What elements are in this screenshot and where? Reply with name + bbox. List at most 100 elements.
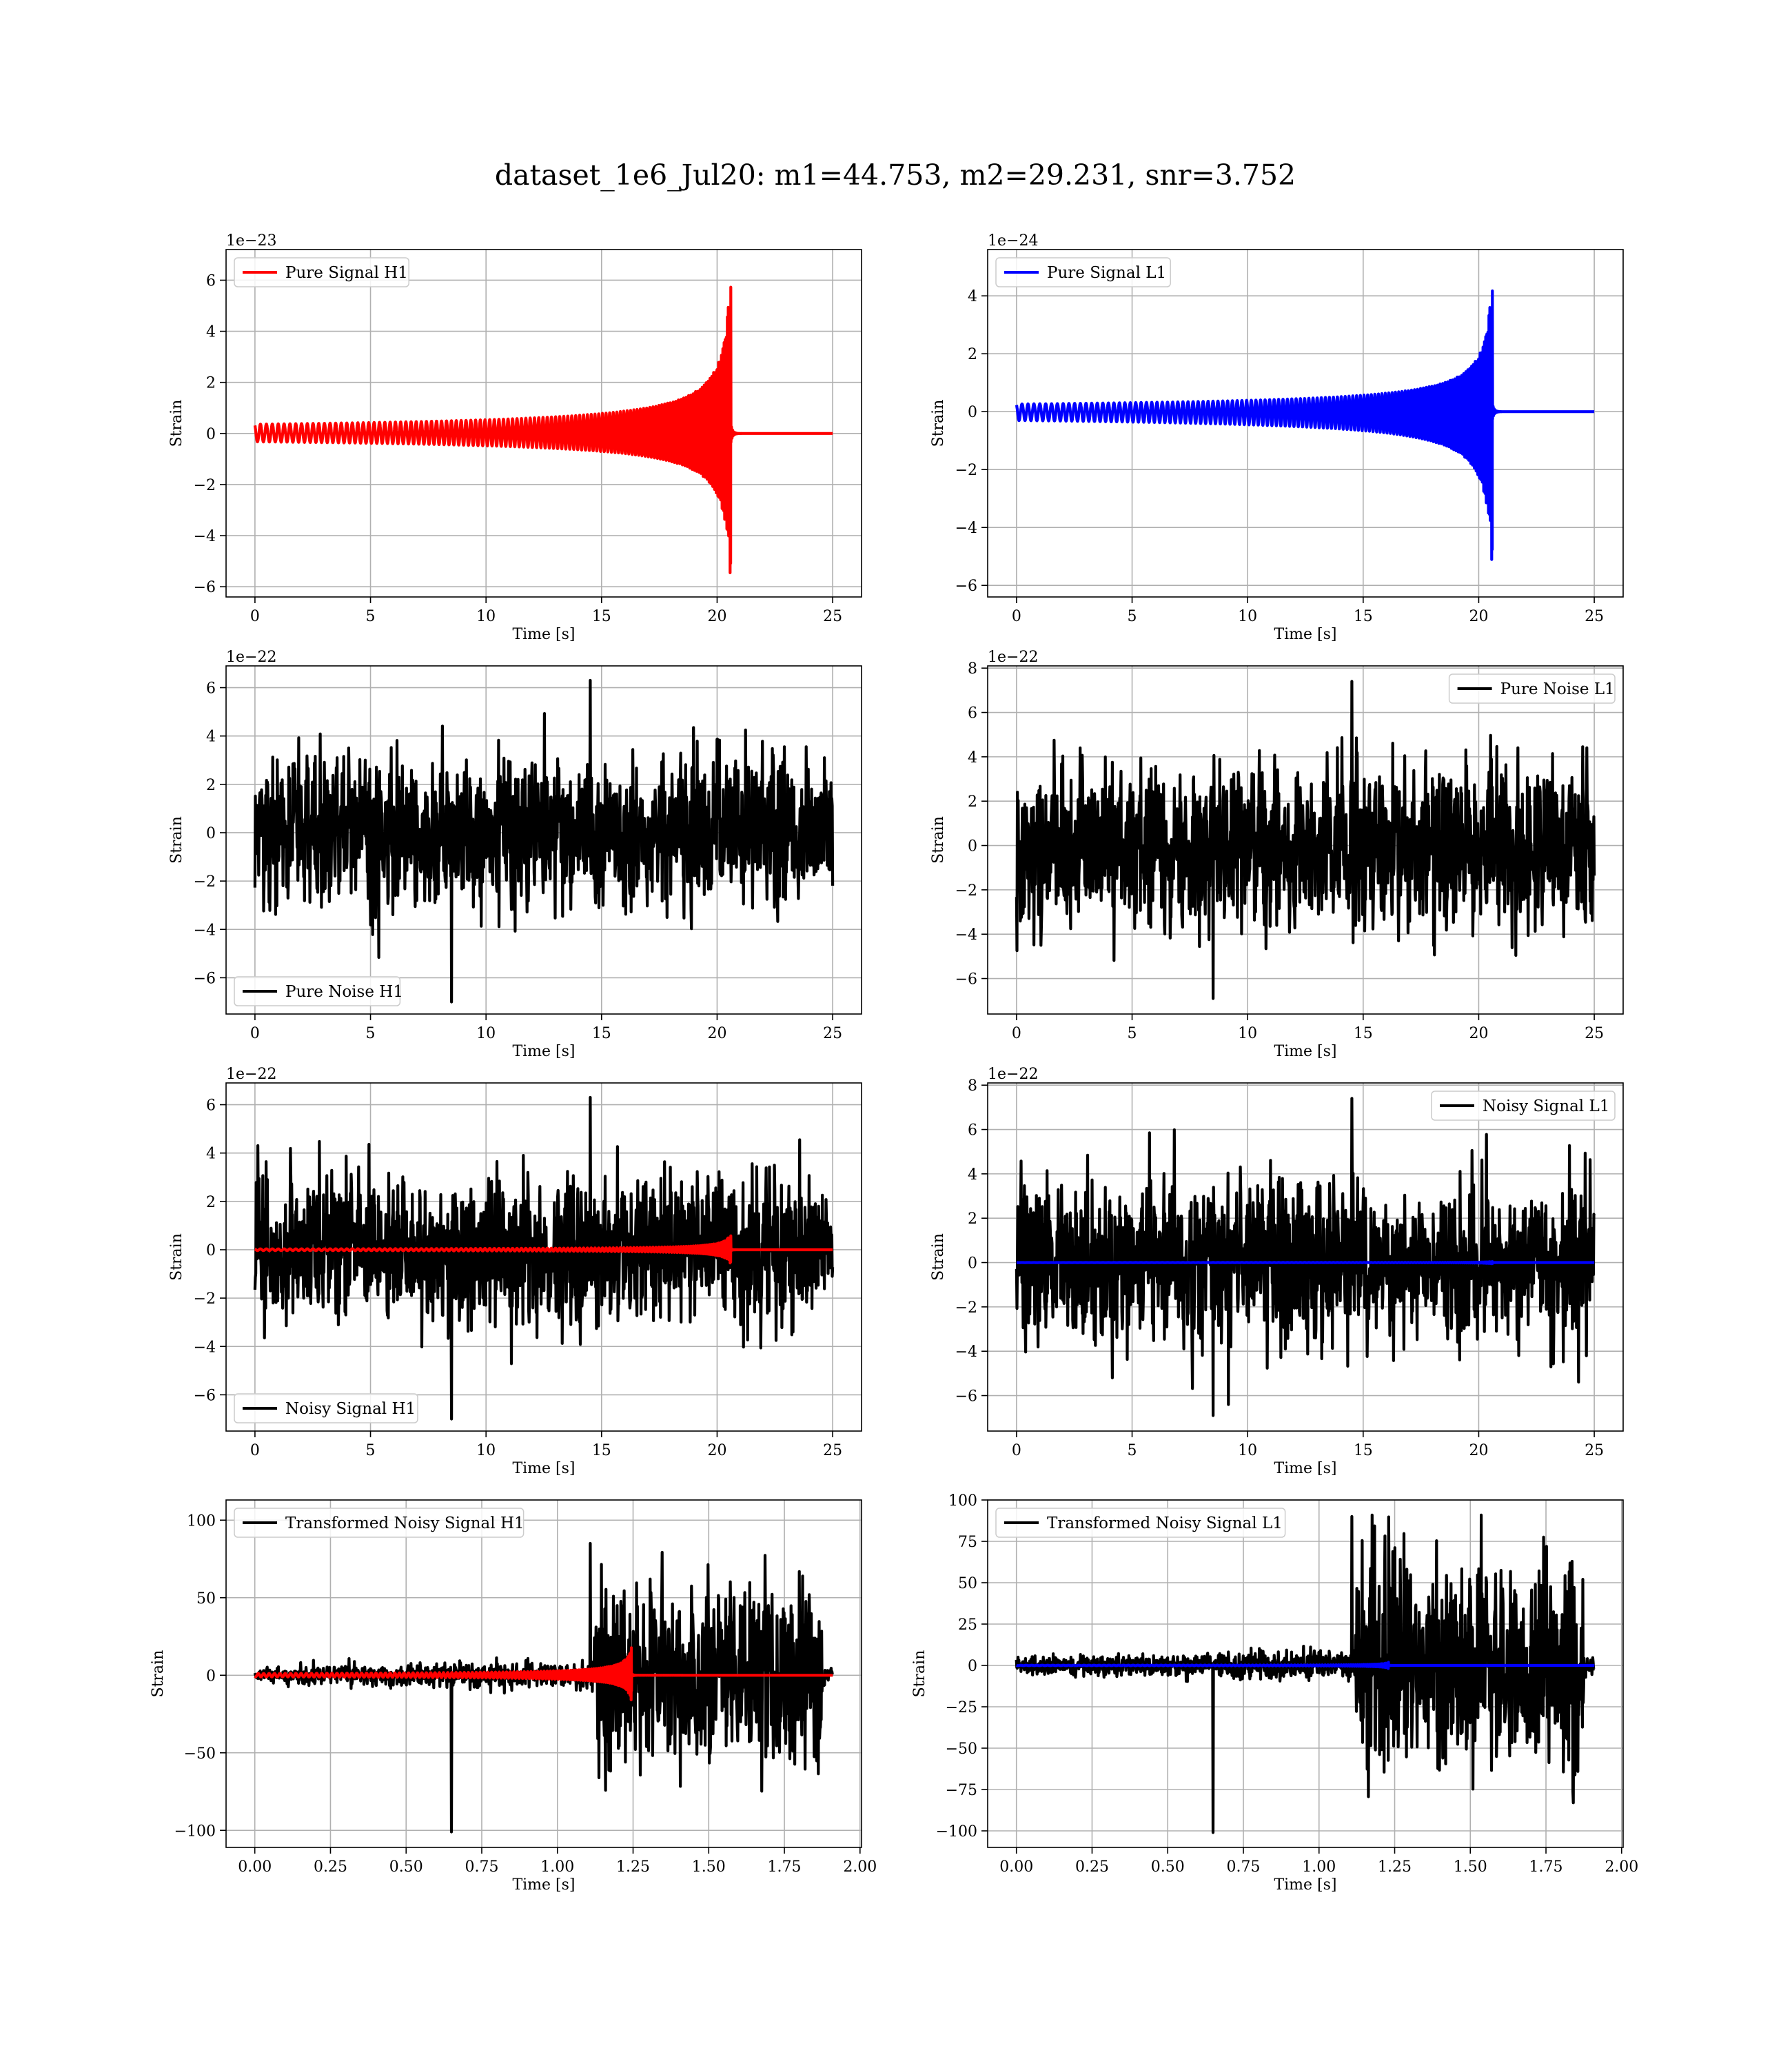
y-axis: −6 −4 −2 0 2 4 6 xyxy=(194,680,226,987)
x-tick-label: 10 xyxy=(476,1025,496,1042)
y-tick-label: 0 xyxy=(968,838,977,855)
x-axis-label: Time [s] xyxy=(1274,1460,1336,1477)
y-tick-label: 8 xyxy=(968,660,977,678)
y-tick-label: 8 xyxy=(968,1077,977,1095)
x-axis: 0.00 0.25 0.50 0.75 1.00 1.25 1.50 1.75 2.00 xyxy=(238,1847,877,1876)
x-axis: 0 5 10 15 20 25 xyxy=(1012,1431,1604,1459)
y-tick-label: −4 xyxy=(955,926,977,944)
x-axis: 0 5 10 15 20 25 xyxy=(1012,597,1604,625)
y-tick-label: 4 xyxy=(206,1146,216,1163)
y-axis: −6 −4 −2 0 2 4 6 xyxy=(194,272,226,596)
x-tick-label: 15 xyxy=(1354,608,1373,625)
x-axis-label: Time [s] xyxy=(512,1876,575,1894)
y-tick-label: −75 xyxy=(946,1782,977,1799)
y-axis-label: Strain xyxy=(930,1233,947,1281)
y-tick-label: 2 xyxy=(968,1210,977,1228)
y-tick-label: 2 xyxy=(968,793,977,811)
y-offset-text: 1e−23 xyxy=(226,232,276,250)
x-tick-label: 10 xyxy=(476,608,496,625)
y-tick-label: −6 xyxy=(194,1387,216,1404)
legend: Pure Signal H1 xyxy=(234,257,409,287)
chart-panel-1: 0 5 10 15 20 25 −6 −4 −2 0 2 4 6 Time [s] Strain 1e−23 P… xyxy=(168,232,862,643)
x-tick-label: 1.25 xyxy=(1378,1858,1412,1876)
x-tick-label: 25 xyxy=(1585,1025,1604,1042)
legend-label: Transformed Noisy Signal L1 xyxy=(1047,1514,1283,1532)
y-tick-label: −2 xyxy=(955,462,977,479)
x-tick-label: 1.50 xyxy=(1454,1858,1487,1876)
x-axis: 0 5 10 15 20 25 xyxy=(1012,1014,1604,1042)
legend-label: Noisy Signal H1 xyxy=(285,1400,416,1418)
x-axis: 0 5 10 15 20 25 xyxy=(250,1431,842,1459)
x-axis-label: Time [s] xyxy=(512,1043,575,1060)
y-tick-label: 4 xyxy=(206,729,216,746)
x-tick-label: 5 xyxy=(366,1442,376,1459)
y-tick-label: 50 xyxy=(958,1575,977,1592)
legend-box xyxy=(234,976,401,1006)
series-line-1 xyxy=(1015,1513,1596,1834)
y-tick-label: 50 xyxy=(196,1590,216,1608)
y-tick-label: −6 xyxy=(955,1388,977,1406)
x-tick-label: 20 xyxy=(707,1442,726,1459)
x-tick-label: 0 xyxy=(250,1442,260,1459)
chart-panel-3: 0 5 10 15 20 25 −6 −4 −2 0 2 4 6 Time [s] Strain 1e−22 P… xyxy=(168,649,862,1060)
series-line-1 xyxy=(1015,289,1596,561)
x-axis: 0 5 10 15 20 25 xyxy=(250,1014,842,1042)
axes-frame xyxy=(987,1499,1624,1848)
x-tick-label: 0 xyxy=(250,1025,260,1042)
y-offset-text: 1e−22 xyxy=(226,649,276,666)
x-tick-label: 2.00 xyxy=(843,1858,877,1876)
legend-box xyxy=(234,1508,525,1538)
y-axis: −100 −75 −50 −25 0 25 50 75 100 xyxy=(936,1492,988,1841)
legend: Pure Noise L1 xyxy=(1448,673,1616,704)
x-tick-label: 5 xyxy=(1128,1442,1137,1459)
x-axis-label: Time [s] xyxy=(512,626,575,643)
y-axis: −100 −50 0 50 100 xyxy=(174,1512,226,1840)
x-tick-label: 25 xyxy=(1585,1442,1604,1459)
y-tick-label: 6 xyxy=(206,1097,216,1115)
legend: Pure Noise H1 xyxy=(234,976,403,1006)
plot-area xyxy=(1015,680,1596,1000)
x-tick-label: 5 xyxy=(1128,1025,1137,1042)
legend: Transformed Noisy Signal H1 xyxy=(234,1508,525,1538)
y-axis-label: Strain xyxy=(930,816,947,864)
x-tick-label: 1.00 xyxy=(540,1858,574,1876)
chart-panel-6: 0 5 10 15 20 25 −6 −4 −2 0 2 4 6 8 Time [s] Strain 1e−22… xyxy=(930,1066,1624,1477)
legend-box xyxy=(1431,1091,1616,1121)
y-tick-label: 6 xyxy=(968,705,977,722)
plot-area xyxy=(253,678,835,1004)
legend-label: Pure Signal H1 xyxy=(285,264,408,282)
axes-frame xyxy=(987,665,1624,1015)
chart-panel-8: 0.00 0.25 0.50 0.75 1.00 1.25 1.50 1.75 2.00 −100… xyxy=(911,1492,1638,1894)
x-tick-label: 20 xyxy=(707,608,726,625)
x-tick-label: 0.75 xyxy=(1227,1858,1261,1876)
y-tick-label: −6 xyxy=(194,579,216,596)
y-tick-label: 2 xyxy=(206,1194,216,1211)
x-tick-label: 1.50 xyxy=(692,1858,726,1876)
chart-panel-7: 0.00 0.25 0.50 0.75 1.00 1.25 1.50 1.75 2.00 −100… xyxy=(150,1499,877,1894)
y-tick-label: −100 xyxy=(936,1823,977,1841)
y-tick-label: −2 xyxy=(194,873,216,891)
x-tick-label: 1.75 xyxy=(1529,1858,1563,1876)
x-tick-label: 10 xyxy=(1238,608,1257,625)
chart-panel-5: 0 5 10 15 20 25 −6 −4 −2 0 2 4 6 Time [s] Strain 1e−22 N… xyxy=(168,1066,862,1477)
y-tick-label: 75 xyxy=(958,1534,977,1551)
y-tick-label: −2 xyxy=(194,1290,216,1308)
y-tick-label: −4 xyxy=(194,528,216,545)
y-tick-label: 25 xyxy=(958,1616,977,1634)
series-line-2 xyxy=(1015,1260,1596,1266)
x-tick-label: 20 xyxy=(1469,1442,1488,1459)
legend-label: Pure Noise H1 xyxy=(285,983,403,1001)
chart-panel-4: 0 5 10 15 20 25 −6 −4 −2 0 2 4 6 8 Time [s] Strain 1e−22… xyxy=(930,649,1624,1060)
y-tick-label: 4 xyxy=(968,1166,977,1184)
y-tick-label: −100 xyxy=(174,1823,216,1840)
x-tick-label: 0 xyxy=(1012,608,1021,625)
x-tick-label: 25 xyxy=(823,608,842,625)
x-tick-label: 15 xyxy=(1354,1025,1373,1042)
x-tick-label: 1.25 xyxy=(616,1858,650,1876)
legend-label: Noisy Signal L1 xyxy=(1483,1097,1609,1115)
x-tick-label: 15 xyxy=(592,1442,611,1459)
x-tick-label: 15 xyxy=(592,1025,611,1042)
y-axis-label: Strain xyxy=(911,1650,928,1698)
y-tick-label: 0 xyxy=(206,426,216,443)
x-tick-label: 25 xyxy=(823,1442,842,1459)
